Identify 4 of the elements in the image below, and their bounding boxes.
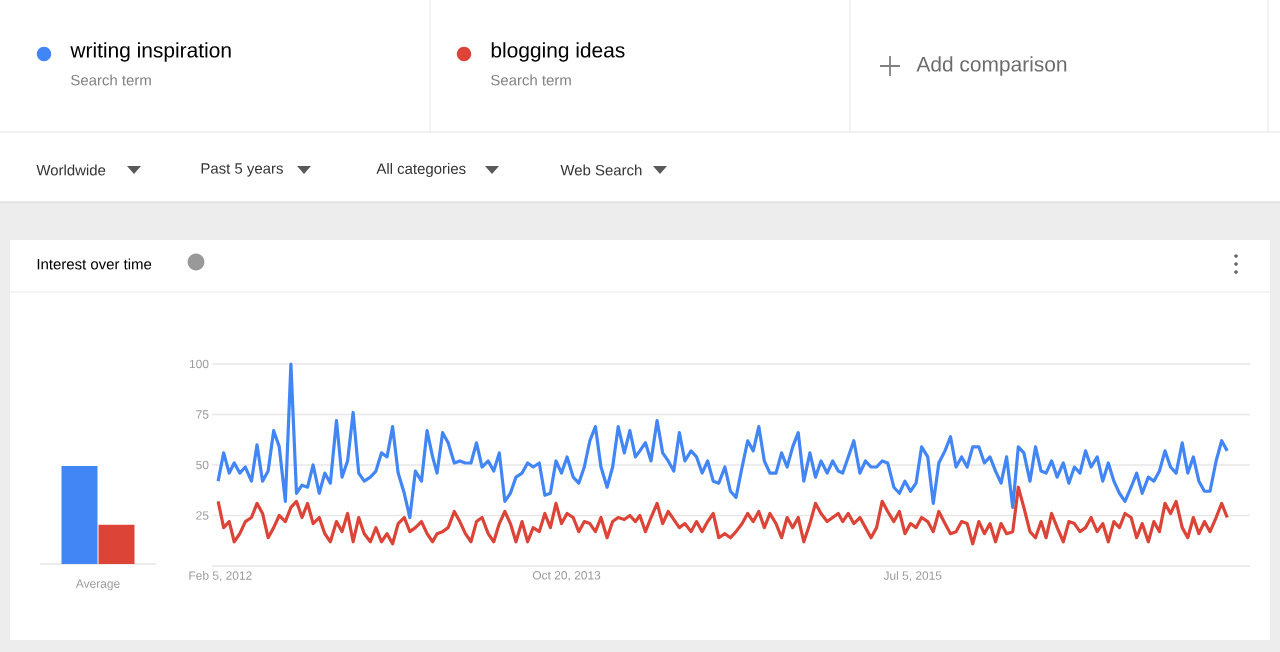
line-series: [216, 362, 1229, 520]
legend-label: writing inspiration: [70, 42, 231, 62]
text: Add comparison: [916, 56, 1067, 76]
legend-label: blogging ideas: [491, 42, 625, 62]
